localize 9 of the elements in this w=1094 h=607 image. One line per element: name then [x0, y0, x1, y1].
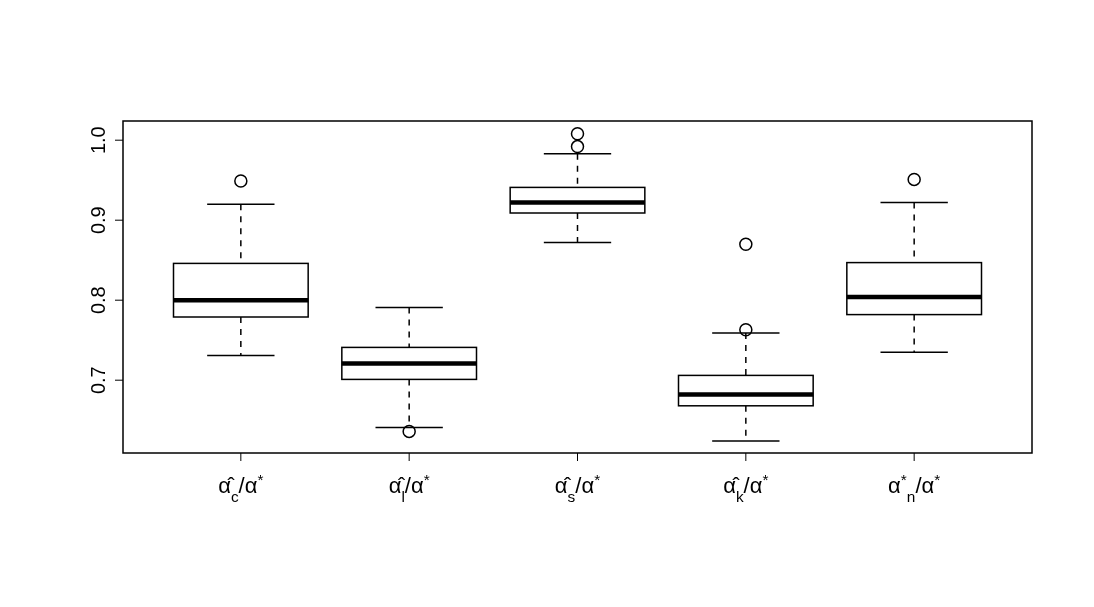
y-tick-label: 0.8: [87, 286, 109, 315]
x-tick-label: α̂$_{c}$/α$^{*}$: [218, 470, 264, 505]
x-tick-label: α̂$_{l}$/α$^{*}$: [388, 470, 430, 505]
x-tick-label: α̂$_{k}$/α$^{*}$: [723, 470, 769, 505]
y-tick-label: 1.0: [87, 126, 109, 155]
x-tick-label: α$^{*}$$_{n}$/α$^{*}$: [888, 470, 941, 505]
y-tick-label: 0.9: [87, 206, 109, 235]
y-tick-label: 0.7: [87, 366, 109, 395]
x-tick-label: α̂$_{s}$/α$^{*}$: [554, 470, 601, 505]
